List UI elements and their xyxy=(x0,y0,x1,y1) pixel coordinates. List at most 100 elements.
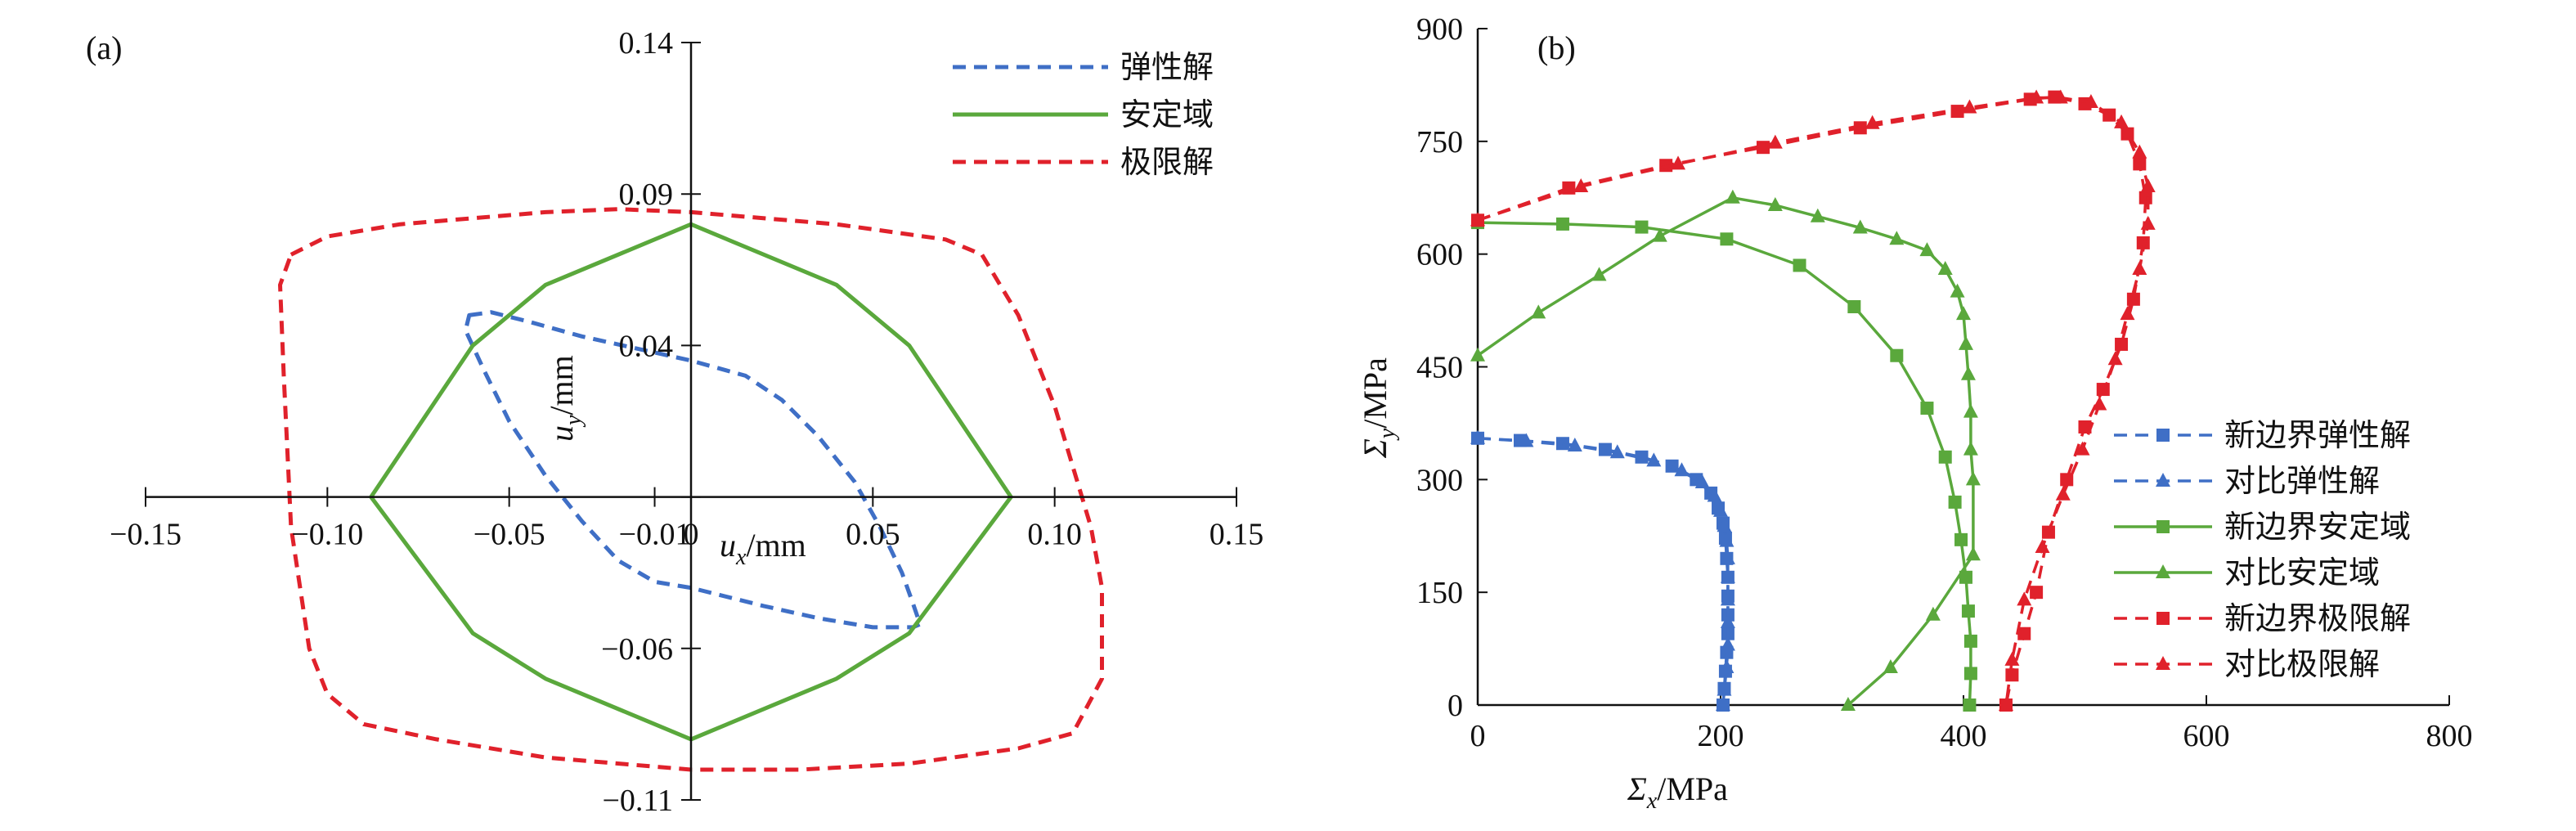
panel-b-series-2-point-7 xyxy=(1920,402,1934,416)
panel-a-y-tick-label: 0.09 xyxy=(619,177,674,212)
panel-a-legend-label-1: 安定域 xyxy=(1120,97,1214,133)
panel-a-y-axis-subscript: y xyxy=(561,415,586,428)
panel-b-series-5-point-6 xyxy=(2029,89,2044,104)
panel-b-series-1-point-8 xyxy=(1713,502,1728,517)
panel-a-y-axis-title: uy/mm xyxy=(543,355,586,442)
panel-b-series-3-point-2 xyxy=(1591,267,1607,281)
panel-b-series-5-point-19 xyxy=(2035,539,2050,554)
panel-b-series-4-point-4 xyxy=(1853,121,1867,135)
panel-b-legend-label-2: 新边界安定域 xyxy=(2224,509,2411,545)
panel-a-legend-label-0: 弹性解 xyxy=(1120,49,1214,85)
panel-a-legend-label-2: 极限解 xyxy=(1120,144,1214,180)
panel-b-y-axis-symbol: Σ xyxy=(1357,438,1393,459)
panel-b-series-1-point-11 xyxy=(1720,550,1735,564)
panel-b-series-3-point-5 xyxy=(1767,196,1783,211)
panel-b-legend-marker-2 xyxy=(2156,520,2170,533)
panel-b-x-axis-symbol: Σ xyxy=(1627,770,1647,807)
panel-b-series-3-point-10 xyxy=(1937,261,1953,276)
panel-b-series-5-point-17 xyxy=(2075,441,2090,456)
panel-b-series-3-point-11 xyxy=(1950,283,1965,298)
panel-b-legend-label-4: 新边界极限解 xyxy=(2224,600,2411,636)
panel-b-series-2-point-9 xyxy=(1948,495,1962,509)
panel-b-y-tick-label: 300 xyxy=(1416,463,1463,497)
panel-b-series-4-point-12 xyxy=(2138,191,2152,204)
panel-b-x-tick-label: 0 xyxy=(1470,719,1486,753)
panel-b-series-5-point-12 xyxy=(2140,215,2156,230)
panel-a-y-tick-label: 0.14 xyxy=(619,26,674,61)
panel-b-series-1-point-4 xyxy=(1646,452,1662,467)
panel-b-series-3-point-9 xyxy=(1919,242,1935,257)
panel-b-series-2-point-10 xyxy=(1954,532,1968,546)
panel-a-y-axis-symbol: u xyxy=(543,425,580,442)
panel-b-y-axis-subscript: y xyxy=(1375,428,1400,441)
panel-b-series-2-point-4 xyxy=(1793,258,1806,272)
panel-b-series-5-point-7 xyxy=(2053,89,2068,104)
panel-b-y-tick-label: 150 xyxy=(1416,576,1463,610)
panel-b-legend-label-3: 对比安定域 xyxy=(2224,555,2380,591)
panel-b-series-5-point-20 xyxy=(2017,591,2032,606)
panel-b-series-4-point-3 xyxy=(1756,141,1770,155)
panel-b-series-2-point-3 xyxy=(1720,232,1734,246)
panel-a-label: (a) xyxy=(86,29,122,66)
panel-a-series-0-line xyxy=(463,310,922,630)
panel-b-series-3-point-3 xyxy=(1652,227,1667,242)
panel-b-series-3-point-18 xyxy=(1965,546,1981,561)
panel-b-legend-label-5: 对比极限解 xyxy=(2224,646,2380,682)
panel-b-series-3-point-19 xyxy=(1925,606,1941,621)
panel-a-x-tick-label: −0.05 xyxy=(473,518,545,552)
panel-b-series-1-point-14 xyxy=(1720,613,1735,628)
panel-b-series-2-point-8 xyxy=(1938,450,1952,464)
panel-b-legend-marker-3 xyxy=(2156,564,2170,578)
panel-b-y-tick-label: 750 xyxy=(1416,125,1463,159)
panel-a-x-axis-subscript: x xyxy=(735,545,747,570)
panel-b-series-5-point-18 xyxy=(2055,486,2071,501)
panel-b-series-2-point-11 xyxy=(1959,570,1972,584)
panel-b-x-axis-title: Σx/MPa xyxy=(1627,770,1728,814)
panel-b-series-5-point-14 xyxy=(2120,306,2135,321)
panel-a-y-tick-label: 0.04 xyxy=(619,329,674,363)
panel-b-legend-label-1: 对比弹性解 xyxy=(2224,463,2380,499)
panel-b-y-tick-label: 0 xyxy=(1447,689,1463,723)
panel-a-x-tick-label: 0 xyxy=(684,518,699,552)
panel-b-x-tick-label: 800 xyxy=(2426,719,2473,753)
panel-b-series-3-point-6 xyxy=(1810,208,1825,222)
panel-a-y-axis-unit: /mm xyxy=(543,355,580,415)
panel-b-series-4-point-5 xyxy=(1950,105,1964,119)
panel-b-series-1-point-9 xyxy=(1717,518,1732,532)
panel-b-series-4-point-17 xyxy=(2078,420,2092,434)
panel-b-series-3-point-12 xyxy=(1956,306,1971,321)
panel-b-series-2-point-5 xyxy=(1847,299,1861,313)
panel-b-y-tick-label: 600 xyxy=(1416,238,1463,272)
panel-b-series-5-point-10 xyxy=(2132,144,2147,159)
panel-b-series-2-point-1 xyxy=(1555,217,1569,231)
panel-b-label: (b) xyxy=(1537,29,1576,66)
panel-a-x-axis-symbol: u xyxy=(720,527,736,564)
panel-b-series-3-point-21 xyxy=(1840,697,1856,711)
panel-b-y-axis-title: Σy/MPa xyxy=(1357,357,1400,459)
panel-a-x-tick-label: −0.01 xyxy=(619,518,691,552)
panel-a-series-2-line xyxy=(278,207,1104,772)
panel-b-series-2-point-12 xyxy=(1961,604,1975,618)
panel-b-y-axis-unit: /MPa xyxy=(1357,357,1393,429)
panel-b-series-1-point-12 xyxy=(1720,568,1735,583)
panel-b-series-5-point-9 xyxy=(2114,114,2129,128)
panel-b-series-5-point-1 xyxy=(1573,177,1589,192)
panel-b-series-1-point-0 xyxy=(1470,429,1485,444)
panel-b-series-1-point-15 xyxy=(1720,636,1735,651)
panel-b-legend-marker-0 xyxy=(2156,429,2170,442)
panel-b-series-1-point-1 xyxy=(1519,433,1534,447)
panel-b-series-1-point-18 xyxy=(1715,697,1730,711)
panel-b-y-tick-label: 900 xyxy=(1416,12,1463,47)
panel-b-legend-marker-4 xyxy=(2156,612,2170,625)
panel-b-series-3-point-7 xyxy=(1852,219,1868,234)
panel-b-series-4-line xyxy=(1477,95,2147,706)
panel-b-series-4-point-11 xyxy=(2133,157,2147,171)
panel-b-series-3-point-4 xyxy=(1725,189,1740,204)
panel-b-series-1-point-3 xyxy=(1609,444,1625,459)
panel-b-x-tick-label: 200 xyxy=(1698,719,1744,753)
panel-b-legend-marker-5 xyxy=(2156,656,2170,670)
panel-b-legend-label-0: 新边界弹性解 xyxy=(2224,417,2411,453)
panel-b-series-1-point-7 xyxy=(1707,487,1722,502)
